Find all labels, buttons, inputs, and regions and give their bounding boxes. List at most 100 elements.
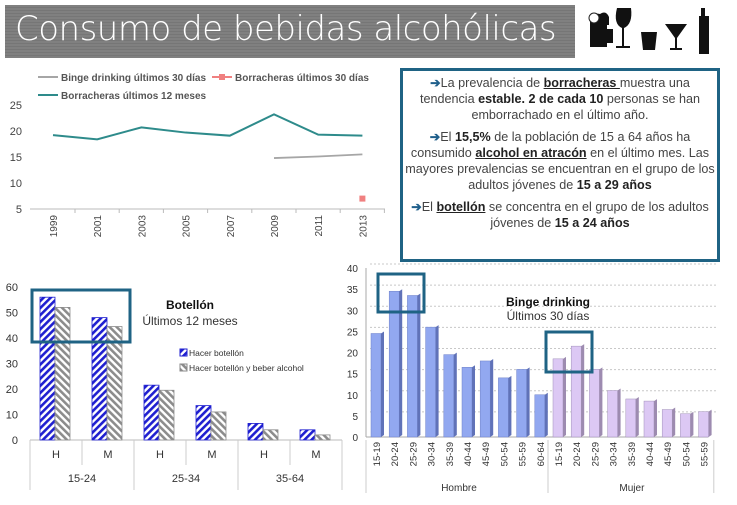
bar-side bbox=[435, 325, 439, 437]
bar bbox=[461, 367, 473, 438]
cocktail-glass-icon bbox=[665, 24, 687, 50]
bar-side bbox=[690, 411, 694, 437]
bottle-icon bbox=[699, 8, 709, 54]
beer-mug-icon bbox=[588, 12, 613, 47]
bar bbox=[534, 394, 546, 438]
y-tick-label: 15 bbox=[347, 370, 359, 381]
bar bbox=[314, 434, 331, 441]
category-label: 25-29 bbox=[408, 442, 419, 466]
x-tick-label: 2011 bbox=[314, 215, 325, 237]
bar bbox=[91, 317, 108, 441]
y-tick-label: 10 bbox=[347, 391, 359, 402]
bar bbox=[370, 333, 382, 438]
chart-subtitle: Últimos 12 meses bbox=[142, 313, 237, 328]
legend-label: Binge drinking últimos 30 días bbox=[61, 73, 206, 84]
highlight-box bbox=[30, 288, 132, 344]
highlight-box bbox=[544, 330, 594, 374]
category-label: 35-39 bbox=[627, 442, 638, 466]
chart-subtitle: Últimos 30 días bbox=[507, 308, 590, 323]
y-tick-label: 20 bbox=[347, 349, 359, 360]
x-tick-label: 2005 bbox=[182, 215, 193, 238]
legend-label: Borracheras últimos 30 días bbox=[235, 73, 369, 84]
y-tick-label: 50 bbox=[6, 308, 18, 320]
y-tick-label: 25 bbox=[10, 100, 22, 112]
summary-p3: ➔El botellón se concentra en el grupo de… bbox=[411, 200, 709, 230]
bar-side bbox=[708, 409, 712, 437]
legend-label: Hacer botellón bbox=[189, 348, 244, 358]
bar bbox=[443, 354, 455, 438]
legend-label: Hacer botellón y beber alcohol bbox=[189, 363, 304, 373]
bar-side bbox=[417, 293, 421, 437]
category-label: H bbox=[156, 449, 164, 461]
legend-marker bbox=[219, 74, 225, 80]
y-tick-label: 60 bbox=[6, 282, 18, 294]
bar-side bbox=[453, 352, 457, 437]
bar bbox=[262, 429, 279, 441]
category-label: 30-34 bbox=[609, 442, 620, 466]
x-tick-label: 2001 bbox=[93, 215, 104, 238]
y-tick-label: 5 bbox=[352, 412, 358, 423]
group-label: 15-24 bbox=[68, 473, 96, 485]
bar-side bbox=[581, 344, 585, 437]
bar bbox=[698, 411, 709, 438]
bar-side bbox=[635, 396, 639, 437]
bar bbox=[195, 405, 212, 441]
category-label: 20-24 bbox=[572, 442, 583, 466]
x-tick-label: 1999 bbox=[49, 215, 60, 238]
title-bar: Consumo de bebidas alcohólicas bbox=[5, 5, 575, 58]
category-label: M bbox=[207, 449, 216, 461]
bar bbox=[589, 369, 600, 438]
bar-side bbox=[399, 289, 403, 437]
y-tick-label: 10 bbox=[10, 178, 22, 190]
chart-title: Botellón bbox=[166, 298, 214, 312]
bar bbox=[661, 409, 673, 438]
category-label: 45-49 bbox=[663, 442, 674, 466]
category-label: 60-64 bbox=[536, 442, 547, 466]
bar-side bbox=[508, 375, 512, 437]
category-label: M bbox=[103, 449, 112, 461]
y-tick-label: 10 bbox=[6, 410, 18, 422]
bar bbox=[158, 389, 175, 441]
bar bbox=[54, 306, 71, 441]
x-tick-label: 2013 bbox=[358, 215, 369, 238]
summary-textbox: ➔La prevalencia de borracheras muestra u… bbox=[400, 68, 720, 262]
category-label: 55-59 bbox=[518, 442, 529, 466]
x-tick-label: 2009 bbox=[270, 215, 281, 238]
bar-side bbox=[526, 367, 530, 437]
category-label: 50-54 bbox=[681, 442, 692, 466]
category-label: 40-44 bbox=[463, 442, 474, 466]
bar-side bbox=[472, 365, 475, 437]
y-tick-label: 30 bbox=[6, 359, 18, 371]
bar bbox=[106, 326, 123, 441]
y-tick-label: 30 bbox=[347, 306, 359, 317]
page-title: Consumo de bebidas alcohólicas bbox=[15, 9, 557, 49]
category-label: 15-19 bbox=[372, 442, 383, 466]
summary-p2: ➔El 15,5% de la población de 15 a 64 año… bbox=[405, 130, 715, 192]
y-tick-label: 5 bbox=[16, 204, 22, 216]
bar-side bbox=[617, 388, 621, 437]
group-label: Mujer bbox=[619, 483, 645, 494]
bar-side bbox=[544, 392, 548, 437]
series-line bbox=[52, 113, 363, 141]
y-tick-label: 40 bbox=[347, 264, 359, 275]
y-tick-label: 35 bbox=[347, 285, 359, 296]
bar-side bbox=[654, 399, 657, 437]
category-label: 50-54 bbox=[499, 442, 510, 466]
bar bbox=[425, 326, 436, 438]
bar bbox=[607, 390, 618, 438]
bar bbox=[299, 429, 316, 441]
category-label: H bbox=[260, 449, 268, 461]
bar bbox=[643, 400, 655, 438]
category-label: 35-39 bbox=[445, 442, 456, 466]
drinks-icons bbox=[588, 8, 709, 54]
series-line bbox=[273, 153, 363, 159]
bar bbox=[498, 377, 509, 438]
category-label: 55-59 bbox=[700, 442, 711, 466]
bar bbox=[516, 369, 527, 438]
category-label: M bbox=[311, 449, 320, 461]
shot-glass-icon bbox=[641, 32, 657, 50]
bar-side bbox=[563, 356, 566, 437]
highlight-box bbox=[376, 272, 426, 314]
legend-swatch bbox=[179, 363, 188, 372]
